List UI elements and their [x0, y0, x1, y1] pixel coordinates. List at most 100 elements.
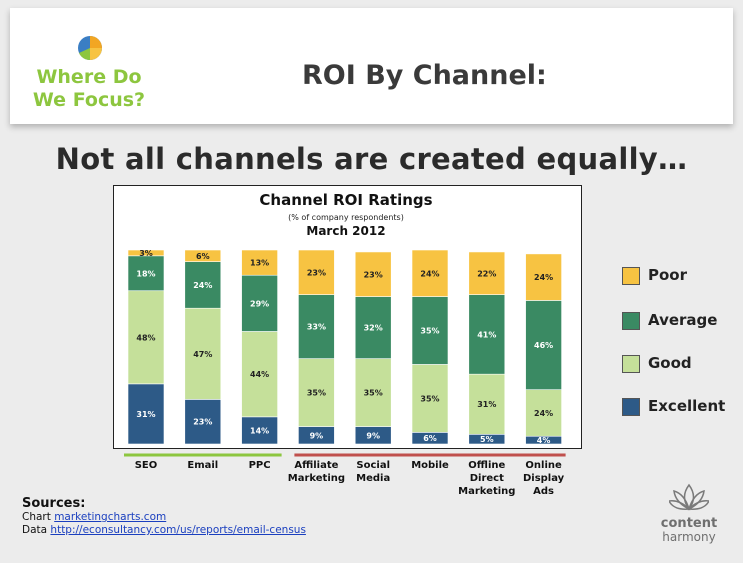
bar-poor-3: [298, 249, 335, 295]
category-label-6-2: Marketing: [458, 486, 515, 497]
data-label-good-7: 24%: [534, 409, 553, 418]
header-bar: Where Do We Focus? ROI By Channel:: [10, 8, 733, 124]
header-title: ROI By Channel:: [302, 60, 547, 91]
data-label-excellent-6: 5%: [480, 435, 494, 444]
brand-line2: harmony: [662, 530, 716, 544]
category-label-4-1: Media: [356, 473, 390, 484]
data-label-poor-2: 13%: [250, 259, 269, 268]
chart-source-line: Chart marketingcharts.com: [22, 511, 306, 524]
bar-excellent-2: [241, 416, 278, 445]
data-label-good-4: 35%: [364, 389, 383, 398]
data-label-excellent-2: 14%: [250, 426, 269, 435]
data-label-average-6: 41%: [477, 330, 496, 339]
legend-item-poor: Poor: [622, 266, 742, 286]
legend-label-good: Good: [648, 354, 692, 372]
bar-poor-6: [468, 251, 506, 295]
data-source-line: Data http://econsultancy.com/us/reports/…: [22, 524, 306, 537]
chart-title: Channel ROI Ratings: [259, 191, 432, 209]
chart-date: March 2012: [306, 224, 385, 238]
data-label-excellent-3: 9%: [310, 431, 324, 440]
data-label-good-3: 35%: [307, 389, 326, 398]
data-label-poor-3: 23%: [307, 268, 326, 277]
bar-good-3: [298, 358, 335, 427]
data-source-link[interactable]: http://econsultancy.com/us/reports/email…: [50, 524, 306, 536]
legend-swatch-excellent: [622, 398, 640, 416]
bar-average-6: [468, 294, 506, 375]
bar-average-1: [184, 261, 222, 309]
category-label-6-1: Direct: [470, 473, 504, 484]
data-label-good-2: 44%: [250, 370, 269, 379]
category-label-6-0: Offline: [468, 460, 505, 471]
legend-item-excellent: Excellent: [622, 397, 742, 417]
data-label-poor-6: 22%: [477, 269, 496, 278]
category-label-3-1: Marketing: [288, 473, 345, 484]
chart-source-prefix: Chart: [22, 511, 51, 523]
data-label-average-2: 29%: [250, 299, 269, 308]
data-label-excellent-0: 31%: [136, 410, 155, 419]
category-label-7-2: Ads: [533, 486, 554, 497]
bar-average-2: [241, 274, 278, 332]
slide-subtitle: Not all channels are created equally…: [55, 142, 688, 176]
bar-good-2: [241, 331, 278, 418]
brand-line1: content: [660, 516, 718, 531]
data-label-poor-0: 3%: [139, 249, 153, 258]
bar-average-5: [411, 296, 449, 365]
bar-good-4: [354, 358, 392, 427]
category-label-3-0: Affiliate: [294, 460, 338, 471]
category-label-2-0: PPC: [249, 460, 271, 471]
legend-item-good: Good: [622, 354, 742, 374]
data-label-excellent-4: 9%: [366, 431, 380, 440]
chart-subtitle: (% of company respondents): [288, 213, 404, 222]
bar-average-4: [354, 296, 392, 359]
data-label-average-7: 46%: [534, 341, 553, 350]
data-label-average-0: 18%: [136, 269, 155, 278]
data-label-average-1: 24%: [193, 281, 212, 290]
bar-good-7: [525, 389, 562, 437]
data-label-good-1: 47%: [193, 350, 212, 359]
bar-poor-2: [241, 249, 278, 276]
bar-good-0: [127, 290, 165, 385]
legend-label-average: Average: [648, 311, 718, 329]
bar-good-6: [468, 373, 506, 435]
legend-swatch-average: [622, 312, 640, 330]
data-label-average-4: 32%: [364, 324, 383, 333]
bar-poor-1: [184, 249, 222, 262]
sources-title: Sources:: [22, 496, 86, 511]
legend-label-poor: Poor: [648, 266, 688, 284]
logo-text: Where Do We Focus?: [32, 66, 146, 111]
category-label-7-1: Display: [523, 473, 565, 484]
data-label-good-5: 35%: [420, 394, 439, 403]
category-label-0-0: SEO: [135, 460, 158, 471]
data-label-poor-7: 24%: [534, 273, 553, 282]
data-label-average-5: 35%: [420, 327, 439, 336]
data-label-good-6: 31%: [477, 400, 496, 409]
data-label-excellent-7: 4%: [537, 436, 551, 445]
data-label-average-3: 33%: [307, 323, 326, 332]
category-label-4-0: Social: [356, 460, 390, 471]
lotus-icon: [667, 483, 711, 511]
bar-poor-0: [127, 249, 165, 257]
data-label-poor-1: 6%: [196, 252, 210, 261]
data-label-excellent-5: 6%: [423, 434, 437, 443]
legend-swatch-good: [622, 355, 640, 373]
sources: Sources: Chart marketingcharts.com Data …: [22, 496, 306, 537]
brand-logo: content harmony: [654, 483, 724, 544]
data-label-excellent-1: 23%: [193, 418, 212, 427]
legend-swatch-poor: [622, 267, 640, 285]
data-label-good-0: 48%: [136, 333, 155, 342]
bar-average-3: [298, 294, 335, 359]
chart-source-link[interactable]: marketingcharts.com: [54, 511, 167, 523]
bar-poor-4: [354, 251, 392, 297]
legend-item-average: Average: [622, 311, 742, 331]
category-label-7-0: Online: [525, 460, 562, 471]
data-label-poor-5: 24%: [420, 269, 439, 278]
bar-excellent-0: [127, 383, 165, 445]
legend-label-excellent: Excellent: [648, 397, 726, 415]
category-label-5-0: Mobile: [411, 460, 449, 471]
data-source-prefix: Data: [22, 524, 48, 536]
bar-poor-7: [525, 253, 562, 301]
pie-chart-icon: [78, 36, 102, 61]
data-label-poor-4: 23%: [364, 270, 383, 279]
